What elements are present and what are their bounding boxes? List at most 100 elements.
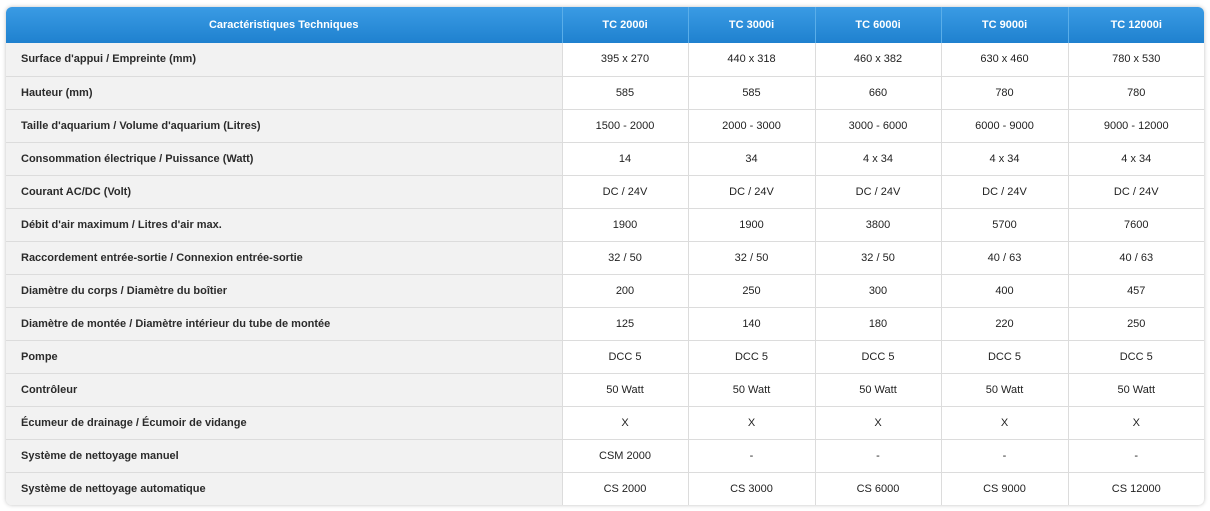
table-row: Débit d'air maximum / Litres d'air max. … <box>6 207 1204 241</box>
table-cell: 250 <box>687 273 815 307</box>
row-label: Surface d'appui / Empreinte (mm) <box>6 43 562 76</box>
table-cell: 1900 <box>561 207 688 241</box>
table-cell: 200 <box>561 273 688 307</box>
table-cell: CSM 2000 <box>561 438 688 472</box>
table-cell: DCC 5 <box>1067 339 1204 373</box>
table-cell: 4 x 34 <box>814 141 941 175</box>
table-cell: DCC 5 <box>814 339 941 373</box>
table-row: Écumeur de drainage / Écumoir de vidange… <box>6 405 1204 439</box>
table-cell: CS 12000 <box>1067 471 1204 505</box>
table-cell: 50 Watt <box>687 372 815 406</box>
table-cell: 780 x 530 <box>1067 43 1204 76</box>
header-cell-tc-3000i: TC 3000i <box>687 7 815 43</box>
row-label: Système de nettoyage manuel <box>6 438 562 472</box>
table-cell: 140 <box>687 306 815 340</box>
table-cell: 1900 <box>687 207 815 241</box>
table-cell: 460 x 382 <box>814 43 941 76</box>
table-cell: CS 9000 <box>940 471 1068 505</box>
table-cell: 40 / 63 <box>1067 240 1204 274</box>
table-cell: 300 <box>814 273 941 307</box>
table-cell: - <box>814 438 941 472</box>
table-cell: DC / 24V <box>940 174 1068 208</box>
table-cell: 400 <box>940 273 1068 307</box>
row-label: Écumeur de drainage / Écumoir de vidange <box>6 405 562 439</box>
row-label: Système de nettoyage automatique <box>6 471 562 505</box>
header-cell-tc-9000i: TC 9000i <box>940 7 1068 43</box>
table-cell: DCC 5 <box>687 339 815 373</box>
row-label: Courant AC/DC (Volt) <box>6 174 562 208</box>
row-label: Diamètre de montée / Diamètre intérieur … <box>6 306 562 340</box>
table-cell: 125 <box>561 306 688 340</box>
table-cell: 34 <box>687 141 815 175</box>
table-cell: - <box>1067 438 1204 472</box>
table-row: Surface d'appui / Empreinte (mm) 395 x 2… <box>6 43 1204 76</box>
table-cell: 780 <box>940 75 1068 109</box>
row-label: Taille d'aquarium / Volume d'aquarium (L… <box>6 108 562 142</box>
table-cell: 4 x 34 <box>940 141 1068 175</box>
table-cell: 630 x 460 <box>940 43 1068 76</box>
spec-table-container: Caractéristiques Techniques TC 2000i TC … <box>6 7 1204 505</box>
row-label: Pompe <box>6 339 562 373</box>
table-cell: 14 <box>561 141 688 175</box>
table-cell: 7600 <box>1067 207 1204 241</box>
table-cell: CS 2000 <box>561 471 688 505</box>
table-cell: DC / 24V <box>561 174 688 208</box>
table-cell: 780 <box>1067 75 1204 109</box>
table-cell: 3800 <box>814 207 941 241</box>
table-cell: DC / 24V <box>1067 174 1204 208</box>
table-cell: 5700 <box>940 207 1068 241</box>
table-cell: CS 3000 <box>687 471 815 505</box>
row-label: Contrôleur <box>6 372 562 406</box>
table-row: Consommation électrique / Puissance (Wat… <box>6 141 1204 175</box>
table-cell: 457 <box>1067 273 1204 307</box>
spec-table: Caractéristiques Techniques TC 2000i TC … <box>6 7 1204 505</box>
header-cell-tc-12000i: TC 12000i <box>1067 7 1204 43</box>
table-cell: X <box>940 405 1068 439</box>
table-cell: 3000 - 6000 <box>814 108 941 142</box>
table-cell: - <box>687 438 815 472</box>
header-cell-tc-2000i: TC 2000i <box>561 7 688 43</box>
table-row: Système de nettoyage automatique CS 2000… <box>6 471 1204 505</box>
row-label: Consommation électrique / Puissance (Wat… <box>6 141 562 175</box>
table-cell: 660 <box>814 75 941 109</box>
table-cell: - <box>940 438 1068 472</box>
table-cell: DCC 5 <box>561 339 688 373</box>
header-cell-tc-6000i: TC 6000i <box>814 7 941 43</box>
table-row: Diamètre du corps / Diamètre du boîtier … <box>6 273 1204 307</box>
table-cell: 50 Watt <box>940 372 1068 406</box>
table-cell: DC / 24V <box>687 174 815 208</box>
table-cell: 585 <box>687 75 815 109</box>
table-cell: X <box>687 405 815 439</box>
table-row: Raccordement entrée-sortie / Connexion e… <box>6 240 1204 274</box>
table-cell: 585 <box>561 75 688 109</box>
row-label: Raccordement entrée-sortie / Connexion e… <box>6 240 562 274</box>
table-cell: 6000 - 9000 <box>940 108 1068 142</box>
table-cell: 32 / 50 <box>814 240 941 274</box>
table-row: Contrôleur 50 Watt 50 Watt 50 Watt 50 Wa… <box>6 372 1204 406</box>
table-cell: X <box>561 405 688 439</box>
table-cell: 440 x 318 <box>687 43 815 76</box>
table-cell: 9000 - 12000 <box>1067 108 1204 142</box>
table-cell: DC / 24V <box>814 174 941 208</box>
table-cell: 4 x 34 <box>1067 141 1204 175</box>
table-cell: X <box>814 405 941 439</box>
table-cell: 50 Watt <box>1067 372 1204 406</box>
table-cell: 32 / 50 <box>687 240 815 274</box>
table-cell: 250 <box>1067 306 1204 340</box>
row-label: Débit d'air maximum / Litres d'air max. <box>6 207 562 241</box>
table-row: Diamètre de montée / Diamètre intérieur … <box>6 306 1204 340</box>
table-body: Surface d'appui / Empreinte (mm) 395 x 2… <box>6 43 1204 505</box>
table-cell: 50 Watt <box>814 372 941 406</box>
table-cell: 32 / 50 <box>561 240 688 274</box>
table-cell: 395 x 270 <box>561 43 688 76</box>
table-cell: 1500 - 2000 <box>561 108 688 142</box>
table-cell: 180 <box>814 306 941 340</box>
row-label: Diamètre du corps / Diamètre du boîtier <box>6 273 562 307</box>
table-row: Courant AC/DC (Volt) DC / 24V DC / 24V D… <box>6 174 1204 208</box>
table-row: Taille d'aquarium / Volume d'aquarium (L… <box>6 108 1204 142</box>
row-label: Hauteur (mm) <box>6 75 562 109</box>
table-cell: 220 <box>940 306 1068 340</box>
table-header-row: Caractéristiques Techniques TC 2000i TC … <box>6 7 1204 43</box>
table-cell: 40 / 63 <box>940 240 1068 274</box>
table-cell: X <box>1067 405 1204 439</box>
